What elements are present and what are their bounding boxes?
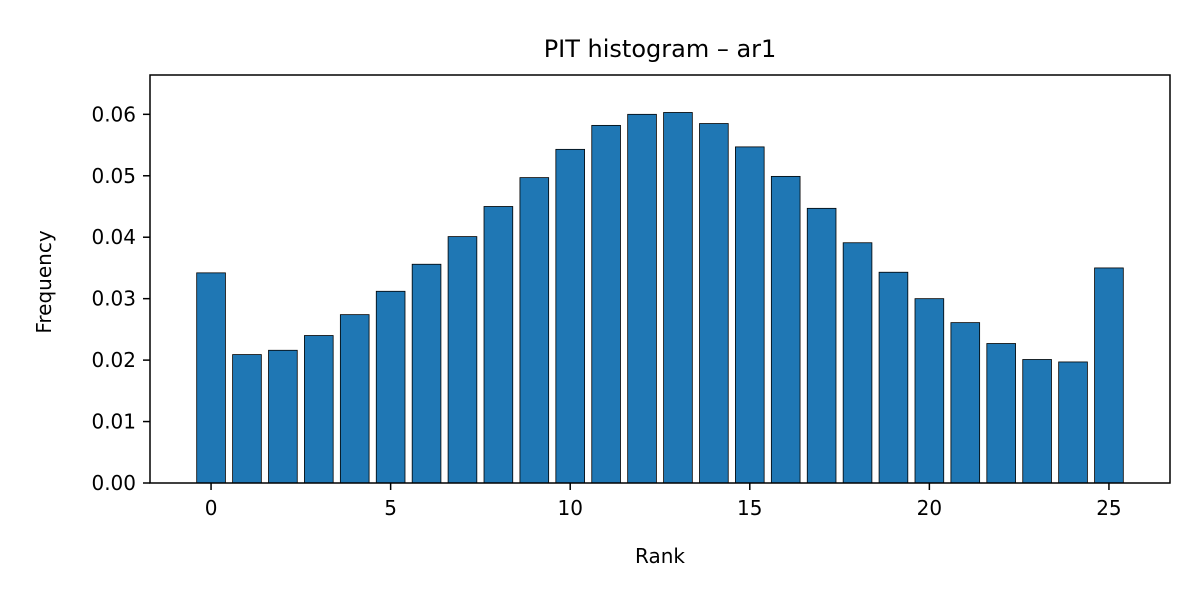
bar-rank-2 bbox=[268, 349, 298, 484]
chart-title: PIT histogram – ar1 bbox=[544, 35, 777, 63]
bar-rank-3 bbox=[304, 335, 334, 484]
bar-rank-14 bbox=[699, 123, 729, 484]
bar-rank-5 bbox=[375, 290, 406, 484]
bar-rank-21 bbox=[950, 322, 981, 484]
x-tick-label: 0 bbox=[205, 496, 218, 520]
bar-rank-18 bbox=[842, 242, 873, 484]
bar-rank-4 bbox=[339, 314, 370, 484]
bar-rank-17 bbox=[806, 207, 837, 484]
bar-rank-20 bbox=[914, 298, 945, 484]
bar-rank-9 bbox=[519, 177, 550, 484]
bar-rank-10 bbox=[555, 148, 585, 484]
y-axis-label: Frequency bbox=[32, 230, 56, 333]
x-tick-label: 25 bbox=[1096, 496, 1121, 520]
bar-rank-12 bbox=[627, 113, 657, 484]
bar-rank-24 bbox=[1058, 361, 1088, 484]
x-axis-label: Rank bbox=[635, 544, 685, 568]
y-tick-label: 0.02 bbox=[91, 348, 136, 372]
bars-group bbox=[196, 112, 1124, 484]
y-axis-ticks: 0.00 0.01 0.02 0.03 0.04 0.05 0.06 bbox=[91, 102, 150, 495]
x-tick-label: 10 bbox=[557, 496, 582, 520]
x-tick-label: 5 bbox=[384, 496, 397, 520]
x-tick-label: 20 bbox=[917, 496, 942, 520]
bar-rank-13 bbox=[663, 112, 693, 484]
bar-rank-25 bbox=[1094, 267, 1124, 484]
bar-rank-16 bbox=[770, 175, 801, 484]
bar-rank-0 bbox=[196, 272, 226, 484]
bar-rank-19 bbox=[878, 271, 909, 484]
bar-rank-15 bbox=[735, 146, 765, 484]
y-tick-label: 0.04 bbox=[91, 225, 136, 249]
bar-rank-11 bbox=[591, 124, 621, 484]
x-tick-label: 15 bbox=[737, 496, 762, 520]
x-axis-ticks: 0 5 10 15 20 25 bbox=[205, 483, 1122, 520]
bar-rank-1 bbox=[232, 354, 262, 484]
y-tick-label: 0.06 bbox=[91, 102, 136, 126]
y-tick-label: 0.05 bbox=[91, 164, 136, 188]
y-tick-label: 0.03 bbox=[91, 287, 136, 311]
bar-rank-6 bbox=[411, 263, 442, 484]
bar-rank-8 bbox=[483, 206, 514, 484]
bar-rank-22 bbox=[986, 343, 1016, 484]
plot-frame bbox=[149, 74, 1171, 484]
bar-rank-7 bbox=[447, 236, 478, 484]
y-tick-label: 0.00 bbox=[91, 471, 136, 495]
y-tick-label: 0.01 bbox=[91, 410, 136, 434]
bar-rank-23 bbox=[1022, 359, 1052, 484]
